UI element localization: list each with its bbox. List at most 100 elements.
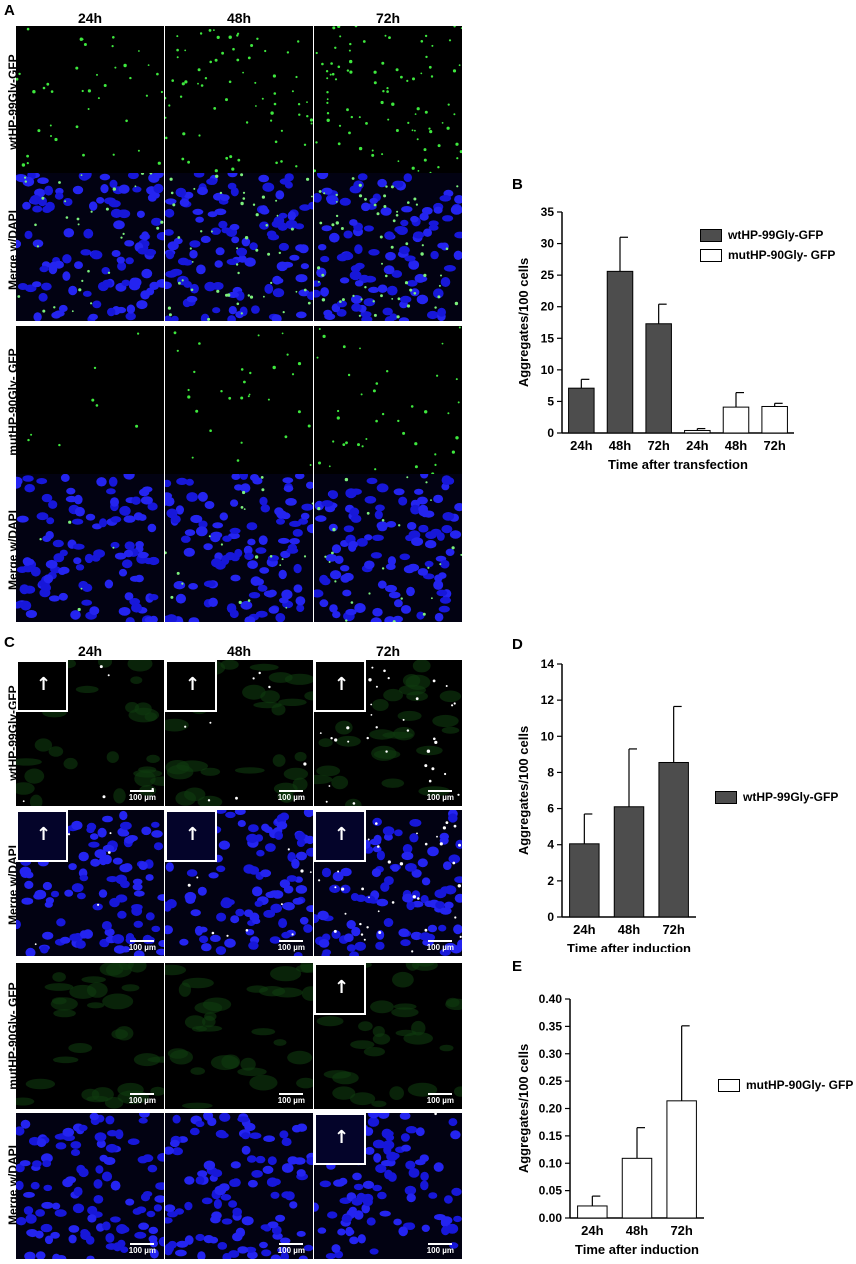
panel-a-col-24h: 24h bbox=[77, 10, 103, 26]
scale-bar: 100 µm bbox=[129, 1243, 156, 1255]
x-tick-label: 24h bbox=[686, 438, 708, 453]
y-tick-label: 12 bbox=[541, 693, 555, 707]
legend-b-mut-label: mutHP-90Gly- GFP bbox=[728, 248, 836, 262]
micrograph-a-r2-c1 bbox=[165, 326, 313, 474]
chart-d: 0 2 4 6 8 10 12 14 24h 48h 72h Aggregates/100 cells… bbox=[516, 657, 696, 952]
panel-c-col-24h: 24h bbox=[77, 643, 103, 659]
legend-d-wt-swatch bbox=[715, 790, 737, 804]
scale-bar: 100 µm bbox=[427, 940, 454, 952]
micrograph-a-r1-c2 bbox=[314, 173, 462, 321]
x-tick-label: 48h bbox=[626, 1223, 648, 1238]
scale-bar: 100 µm bbox=[427, 1093, 454, 1105]
y-tick-label: 0.25 bbox=[539, 1074, 563, 1088]
scale-bar: 100 µm bbox=[427, 1243, 454, 1255]
zoom-inset: ↑ bbox=[16, 810, 68, 862]
scale-bar: 100 µm bbox=[129, 790, 156, 802]
micrograph-a-r1-c1 bbox=[165, 173, 313, 321]
legend-b-mut-swatch bbox=[700, 248, 722, 262]
y-tick-label: 0.20 bbox=[539, 1102, 563, 1116]
micrograph-a-r1-c0 bbox=[16, 173, 164, 321]
x-tick-label: 24h bbox=[581, 1223, 603, 1238]
micrograph-c-r1-c0: ↑ 100 µm bbox=[16, 810, 164, 956]
bar bbox=[658, 761, 689, 918]
panel-c-col-48h: 48h bbox=[226, 643, 252, 659]
y-tick-label: 0 bbox=[547, 910, 554, 924]
scale-bar: 100 µm bbox=[427, 790, 454, 802]
y-tick-label: 10 bbox=[541, 729, 555, 743]
panel-e-label: E bbox=[512, 958, 523, 975]
bar bbox=[606, 270, 634, 434]
scale-bar-label: 100 µm bbox=[426, 793, 454, 802]
x-tick-label: 48h bbox=[618, 922, 640, 937]
x-tick-label: 72h bbox=[670, 1223, 692, 1238]
arrow-icon: ↑ bbox=[36, 674, 52, 695]
scale-bar: 100 µm bbox=[129, 1093, 156, 1105]
bar bbox=[568, 387, 595, 434]
zoom-inset: ↑ bbox=[314, 1113, 366, 1165]
y-tick-label: 0.10 bbox=[539, 1156, 563, 1170]
y-tick-label: 0 bbox=[547, 426, 554, 440]
micrograph-a-r2-c0 bbox=[16, 326, 164, 474]
panel-b-label: B bbox=[512, 176, 523, 193]
legend-b-mut: mutHP-90Gly- GFP bbox=[700, 248, 835, 262]
y-tick-label: 0.35 bbox=[539, 1019, 563, 1033]
micrograph-c-r0-c0: ↑ 100 µm bbox=[16, 660, 164, 806]
micrograph-c-r3-c2: ↑ 100 µm bbox=[314, 1113, 462, 1259]
bar bbox=[621, 1157, 653, 1219]
legend-e-mut: mutHP-90Gly- GFP bbox=[718, 1078, 853, 1092]
y-tick-label: 4 bbox=[547, 838, 554, 852]
y-tick-label: 0.40 bbox=[539, 992, 563, 1006]
micrograph-a-r0-c2 bbox=[314, 26, 462, 174]
zoom-inset: ↑ bbox=[165, 660, 217, 712]
micrograph-c-r1-c1: ↑ 100 µm bbox=[165, 810, 313, 956]
micrograph-c-r0-c1: ↑ 100 µm bbox=[165, 660, 313, 806]
x-tick-label: 24h bbox=[573, 922, 595, 937]
scale-bar-label: 100 µm bbox=[277, 943, 305, 952]
arrow-icon: ↑ bbox=[334, 674, 350, 695]
scale-bar-label: 100 µm bbox=[128, 793, 156, 802]
y-tick-label: 14 bbox=[541, 657, 555, 671]
scale-bar: 100 µm bbox=[278, 790, 305, 802]
scale-bar-label: 100 µm bbox=[277, 1246, 305, 1255]
x-tick-label: 24h bbox=[570, 438, 592, 453]
y-tick-label: 25 bbox=[541, 268, 555, 282]
x-tick-label: 72h bbox=[662, 922, 684, 937]
zoom-inset: ↑ bbox=[314, 963, 366, 1015]
scale-bar-label: 100 µm bbox=[128, 943, 156, 952]
scale-bar-label: 100 µm bbox=[277, 793, 305, 802]
micrograph-c-r2-c2: ↑ 100 µm bbox=[314, 963, 462, 1109]
chart-e: 0.00 0.05 0.10 0.15 0.20 0.25 0.30 0.35 0.40 24h 4… bbox=[516, 992, 704, 1257]
micrograph-a-r3-c1 bbox=[165, 474, 313, 622]
x-axis-title: Time after transfection bbox=[608, 457, 748, 472]
bar bbox=[645, 323, 672, 434]
chart-b: 0 5 10 15 20 25 30 35 24h 48h 72h 24h 48h 72h Aggregat… bbox=[516, 205, 794, 472]
bar bbox=[569, 843, 600, 918]
bar bbox=[684, 429, 711, 434]
panel-d-label: D bbox=[512, 636, 523, 653]
micrograph-c-r2-c0: 100 µm bbox=[16, 963, 164, 1109]
panel-a-col-48h: 48h bbox=[226, 10, 252, 26]
micrograph-a-r2-c2 bbox=[314, 326, 462, 474]
y-axis-title: Aggregates/100 cells bbox=[516, 1044, 531, 1173]
y-tick-label: 10 bbox=[541, 363, 555, 377]
arrow-icon: ↑ bbox=[334, 1127, 350, 1148]
x-tick-label: 48h bbox=[609, 438, 631, 453]
y-tick-label: 0.15 bbox=[539, 1129, 563, 1143]
zoom-inset: ↑ bbox=[314, 660, 366, 712]
micrograph-a-r0-c1 bbox=[165, 26, 313, 174]
scale-bar-label: 100 µm bbox=[426, 1246, 454, 1255]
x-tick-label: 72h bbox=[763, 438, 785, 453]
panel-a-label: A bbox=[4, 2, 15, 19]
bar bbox=[761, 405, 788, 434]
y-tick-label: 30 bbox=[541, 237, 555, 251]
y-tick-label: 0.30 bbox=[539, 1047, 563, 1061]
micrograph-a-r0-c0 bbox=[16, 26, 164, 174]
scale-bar-label: 100 µm bbox=[277, 1096, 305, 1105]
y-tick-label: 5 bbox=[547, 394, 554, 408]
zoom-inset: ↑ bbox=[16, 660, 68, 712]
arrow-icon: ↑ bbox=[185, 824, 201, 845]
legend-b-wt-label: wtHP-99Gly-GFP bbox=[728, 228, 824, 242]
micrograph-c-r2-c1: 100 µm bbox=[165, 963, 313, 1109]
y-tick-label: 2 bbox=[547, 874, 554, 888]
y-axis-title: Aggregates/100 cells bbox=[516, 726, 531, 855]
